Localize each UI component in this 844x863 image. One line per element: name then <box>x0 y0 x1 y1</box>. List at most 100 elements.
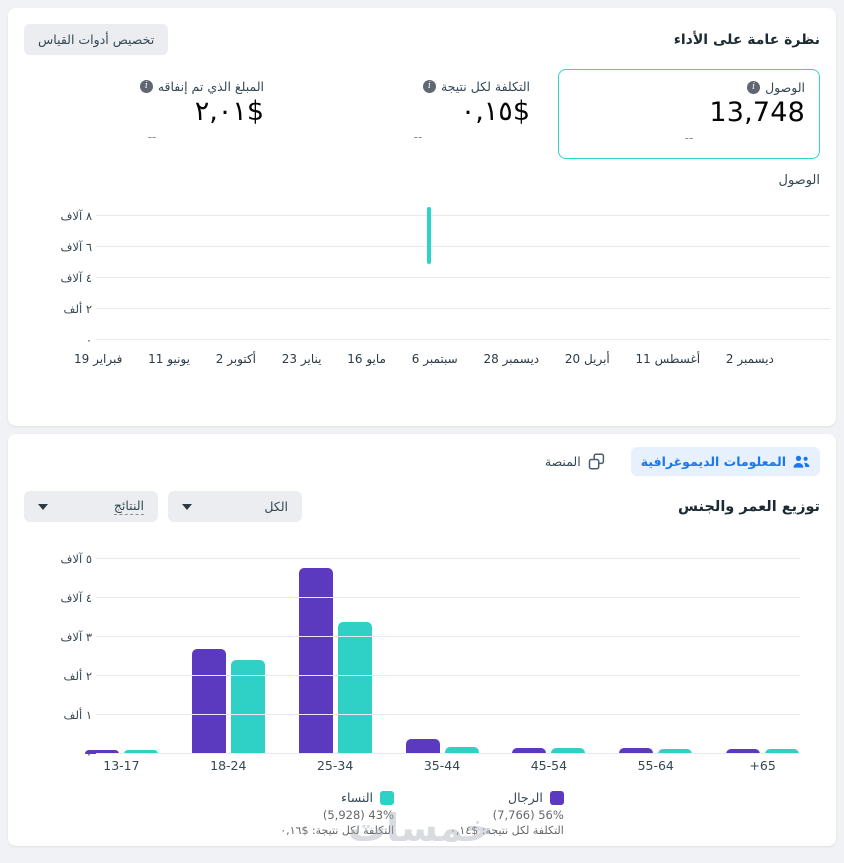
y-axis-tick-label: ٤ آلاف <box>60 271 92 285</box>
gridline <box>96 558 800 559</box>
gridline <box>96 753 800 754</box>
x-axis-tick-label: 28 ديسمبر <box>483 352 540 366</box>
metric-card-amount-spent[interactable]: المبلغ الذي تم إنفاقه i ٢,٠١$ -- <box>26 69 278 159</box>
y-axis-tick-label: ٢ ألف <box>63 669 92 683</box>
metric-value: ٢,٠١$ <box>194 96 264 127</box>
bar-الرجال-55-64[interactable] <box>619 748 654 754</box>
reach-chart-label: الوصول <box>778 173 821 188</box>
bar-group-18-24 <box>175 558 282 754</box>
y-axis-tick-label: ١ ألف <box>63 708 92 722</box>
gridline <box>96 246 830 247</box>
legend-cost: التكلفة لكل نتيجة: ٠,١٦$ <box>280 824 394 837</box>
gridline <box>96 675 800 676</box>
dropdown-value: الكل <box>264 499 288 514</box>
metric-value: ٠,١٥$ <box>460 96 530 127</box>
info-icon[interactable]: i <box>422 80 436 93</box>
reach-spike-datapoint[interactable] <box>427 206 432 265</box>
x-axis-tick-label: +65 <box>749 758 776 773</box>
platform-icon <box>588 453 604 470</box>
tab-label: المعلومات الديموغرافية <box>640 454 786 469</box>
x-axis-tick-label: 6 سبتمبر <box>411 352 458 366</box>
bar-النساء-45-54[interactable] <box>551 748 586 754</box>
bar-النساء-13-17[interactable] <box>123 749 158 754</box>
info-icon[interactable]: i <box>747 81 761 94</box>
bar-group-25-34 <box>282 558 389 754</box>
x-axis-tick-label: 19 فبراير <box>74 352 123 366</box>
demographics-title: توزيع العمر والجنس <box>678 498 820 515</box>
legend-swatch-men <box>549 790 564 805</box>
tab-label: المنصة <box>544 454 581 469</box>
gridline <box>96 597 800 598</box>
bar-النساء-35-44[interactable] <box>444 746 479 754</box>
x-axis-tick-label: 25-34 <box>316 758 354 773</box>
bar-النساء-+65[interactable] <box>765 748 800 754</box>
metric-card-reach[interactable]: الوصول i 13,748 -- <box>558 69 820 159</box>
bar-النساء-25-34[interactable] <box>337 621 372 754</box>
x-axis-tick-label: 2 أكتوبر <box>215 352 257 366</box>
y-axis-tick-label: ٢ ألف <box>63 302 92 316</box>
bar-group-45-54 <box>495 558 602 754</box>
info-icon[interactable]: i <box>139 80 153 93</box>
demographics-tabs: المعلومات الديموغرافية المنصة <box>8 434 836 481</box>
bar-الرجال-25-34[interactable] <box>298 567 333 754</box>
bar-group-+65 <box>709 558 816 754</box>
x-axis-tick-label: 20 أبريل <box>564 352 610 366</box>
x-axis-tick-label: 13-17 <box>103 758 140 773</box>
x-axis-tick-label: 11 أغسطس <box>635 352 701 366</box>
x-axis-tick-label: 23 يناير <box>281 352 322 366</box>
metric-label: الوصول <box>765 80 805 95</box>
overview-title: نظرة عامة على الأداء <box>673 31 820 48</box>
bar-الرجال-35-44[interactable] <box>405 739 440 754</box>
metric-label: المبلغ الذي تم إنفاقه <box>157 79 264 94</box>
bar-الرجال-+65[interactable] <box>726 748 761 754</box>
bar-الرجال-18-24[interactable] <box>191 648 226 754</box>
y-axis-tick-label: ٦ آلاف <box>60 240 92 254</box>
x-axis-tick-label: 45-54 <box>530 758 568 773</box>
chart-legend: الرجال (7,766) 56% التكلفة لكل نتيجة: ٠,… <box>8 790 836 837</box>
bar-الرجال-13-17[interactable] <box>84 749 119 754</box>
age-gender-bar-chart: ٠ ١ ألف ٢ ألف ٣ آلاف ٤ آلاف ٥ آلاف <box>8 536 836 761</box>
tab-platform[interactable]: المنصة <box>535 446 615 477</box>
bar-chart-x-axis: 13-17 18-24 25-34 35-44 45-54 55-64 +65 <box>8 758 836 780</box>
gridline <box>96 277 830 278</box>
y-axis-tick-label: ٥ آلاف <box>60 552 92 566</box>
bar-النساء-18-24[interactable] <box>230 659 265 754</box>
x-axis-tick-label: 55-64 <box>637 758 674 773</box>
y-axis-tick-label: ٠ <box>85 747 92 761</box>
demographics-card: المعلومات الديموغرافية المنصة توزيع العم… <box>8 434 836 846</box>
chart-filters: الكل النتائج <box>24 491 302 522</box>
legend-share: (7,766) 56% <box>492 808 564 822</box>
bar-الرجال-45-54[interactable] <box>512 748 547 754</box>
y-axis-tick-label: ٣ آلاف <box>60 630 92 644</box>
legend-entry-women: النساء (5,928) 43% التكلفة لكل نتيجة: ٠,… <box>280 790 394 837</box>
legend-share: (5,928) 43% <box>322 808 394 822</box>
legend-label: النساء <box>341 790 373 805</box>
chevron-down-icon <box>38 503 48 510</box>
metric-value: 13,748 <box>709 97 805 128</box>
x-axis-tick-label: 16 مايو <box>347 352 386 366</box>
filter-dropdown-results[interactable]: النتائج <box>24 491 158 522</box>
x-axis-tick-label: 35-44 <box>423 758 461 773</box>
filter-dropdown-all[interactable]: الكل <box>168 491 302 522</box>
gridline <box>96 636 800 637</box>
metric-sub: -- <box>147 130 157 144</box>
gridline <box>96 308 830 309</box>
people-icon <box>793 455 810 468</box>
bar-group-55-64 <box>602 558 709 754</box>
bar-group-13-17 <box>68 558 175 754</box>
bar-النساء-55-64[interactable] <box>658 748 693 754</box>
metric-label: التكلفة لكل نتيجة <box>440 79 530 94</box>
legend-label: الرجال <box>508 790 543 805</box>
overview-header: نظرة عامة على الأداء تخصيص أدوات القياس <box>8 8 836 59</box>
y-axis-tick-label: ٨ آلاف <box>60 209 92 223</box>
customize-metrics-button[interactable]: تخصيص أدوات القياس <box>24 24 169 55</box>
metric-sub: -- <box>684 131 694 145</box>
y-axis-tick-label: ٠ <box>85 333 92 347</box>
tab-demographics[interactable]: المعلومات الديموغرافية <box>630 447 820 476</box>
reach-line-chart: ٠ ٢ ألف ٤ آلاف ٦ آلاف ٨ آلاف <box>8 192 836 347</box>
x-axis-tick-label: 18-24 <box>210 758 247 773</box>
legend-entry-men: الرجال (7,766) 56% التكلفة لكل نتيجة: ٠,… <box>450 790 564 837</box>
performance-overview-card: نظرة عامة على الأداء تخصيص أدوات القياس … <box>8 8 836 426</box>
metric-card-cost-per-result[interactable]: التكلفة لكل نتيجة i ٠,١٥$ -- <box>292 69 544 159</box>
gridline <box>96 714 800 715</box>
